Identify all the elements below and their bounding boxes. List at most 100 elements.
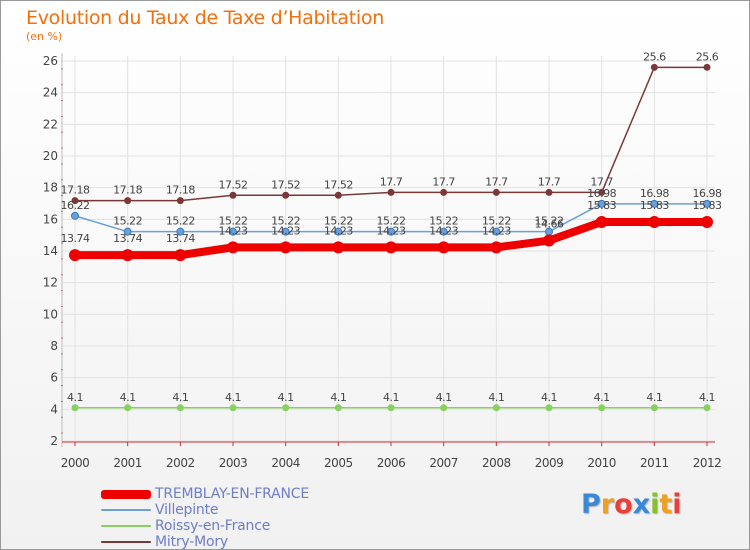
data-point — [598, 404, 606, 412]
legend-item: TREMBLAY-EN-FRANCE — [101, 486, 309, 502]
data-label: 15.22 — [324, 215, 353, 228]
data-point — [440, 188, 448, 196]
data-point — [282, 404, 290, 412]
data-label: 16.98 — [640, 187, 669, 200]
data-point — [69, 249, 81, 262]
data-label: 16.98 — [587, 187, 616, 200]
logo-letter: t — [659, 489, 673, 520]
data-point — [279, 241, 292, 254]
data-label: 4.1 — [120, 391, 136, 404]
data-label: 15.22 — [377, 215, 406, 228]
data-point — [334, 404, 342, 412]
proxiti-logo: Proxiti — [581, 489, 682, 520]
legend-item: Villepinte — [101, 502, 309, 518]
y-tick-label: 12 — [43, 276, 58, 290]
data-label: 13.74 — [166, 232, 195, 245]
data-point — [281, 227, 290, 236]
legend-swatch — [101, 489, 151, 499]
x-tick-label: 2002 — [166, 456, 195, 470]
data-label: 4.1 — [172, 391, 188, 404]
logo-letter: r — [600, 489, 615, 520]
y-tick-label: 16 — [43, 212, 58, 226]
series-villepinte — [71, 199, 711, 236]
data-point — [229, 227, 237, 236]
series-roissy-en-france — [71, 404, 711, 412]
legend-swatch — [101, 509, 151, 511]
data-label: 4.1 — [488, 391, 504, 404]
x-tick-label: 2012 — [693, 456, 722, 470]
data-label: 15.22 — [535, 215, 564, 228]
data-point — [174, 249, 187, 262]
x-tick-label: 2009 — [535, 456, 564, 470]
data-label: 15.22 — [429, 215, 458, 228]
data-label: 4.1 — [699, 391, 715, 404]
y-tick-label: 20 — [43, 149, 58, 163]
x-tick-label: 2010 — [587, 456, 616, 470]
x-tick-label: 2000 — [61, 456, 90, 470]
data-label: 14.66 — [535, 218, 564, 231]
data-label: 14.23 — [219, 224, 248, 237]
y-tick-label: 26 — [43, 54, 58, 68]
data-point — [492, 227, 501, 236]
x-tick-label: 2007 — [429, 456, 458, 470]
data-point — [71, 211, 79, 220]
data-label: 17.18 — [113, 184, 142, 197]
data-point — [334, 191, 342, 199]
data-label: 17.7 — [485, 175, 508, 188]
x-tick-label: 2011 — [640, 456, 669, 470]
data-point — [439, 227, 448, 236]
data-label: 17.7 — [538, 175, 561, 188]
data-label: 4.1 — [383, 391, 399, 404]
data-point — [543, 234, 555, 247]
data-label: 4.1 — [278, 391, 294, 404]
data-point — [595, 216, 608, 229]
data-point — [176, 404, 184, 412]
legend-item: Roissy-en-France — [101, 518, 309, 534]
data-point — [123, 227, 132, 236]
data-point — [703, 199, 711, 208]
data-label: 15.22 — [482, 215, 511, 228]
data-label: 4.1 — [436, 391, 452, 404]
data-label: 14.23 — [324, 224, 353, 237]
data-label: 15.22 — [166, 215, 195, 228]
legend-label: Mitry-Mory — [155, 534, 228, 550]
y-tick-label: 4 — [50, 402, 58, 416]
x-tick-label: 2008 — [482, 456, 511, 470]
data-point — [703, 404, 711, 412]
data-label: 17.7 — [590, 175, 613, 188]
data-label: 4.1 — [330, 391, 346, 404]
data-point — [598, 188, 606, 196]
logo-letter: x — [632, 489, 651, 520]
data-label: 17.7 — [380, 175, 403, 188]
data-label: 16.98 — [693, 187, 722, 200]
data-point — [545, 404, 553, 412]
y-tick-label: 2 — [50, 434, 58, 448]
data-point — [437, 241, 450, 254]
data-point — [227, 241, 239, 254]
y-tick-label: 10 — [43, 307, 58, 321]
data-point — [385, 241, 397, 254]
y-tick-label: 22 — [43, 117, 58, 131]
data-point — [334, 227, 343, 236]
x-tick-label: 2004 — [271, 456, 300, 470]
data-label: 17.18 — [61, 184, 90, 197]
data-point — [703, 63, 711, 71]
y-tick-label: 24 — [43, 86, 58, 100]
data-point — [545, 188, 553, 196]
data-point — [176, 197, 184, 205]
data-point — [490, 241, 503, 254]
series-tremblay-en-france — [69, 216, 713, 262]
series-mitry-mory — [71, 63, 711, 205]
logo-letter: i — [672, 489, 682, 520]
data-label: 13.74 — [113, 232, 142, 245]
data-point — [650, 199, 659, 208]
chart-title: Evolution du Taux de Taxe d’Habitation — [26, 7, 384, 29]
data-point — [440, 404, 448, 412]
data-label: 14.23 — [482, 224, 511, 237]
data-label: 4.1 — [67, 391, 83, 404]
data-point — [387, 227, 395, 236]
data-point — [229, 404, 237, 412]
data-label: 17.18 — [166, 184, 195, 197]
x-tick-label: 2005 — [324, 456, 353, 470]
